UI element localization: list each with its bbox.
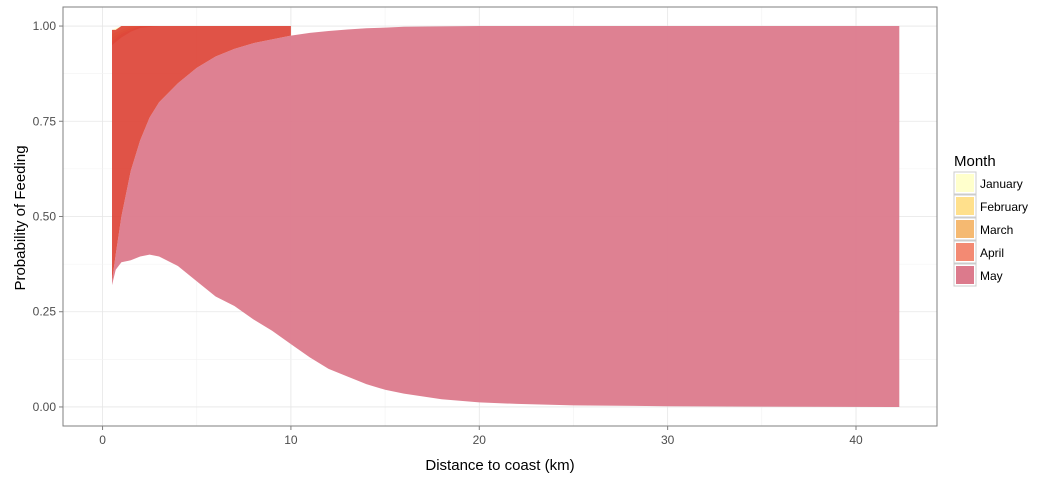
legend-swatch-january	[956, 174, 974, 192]
y-axis-ticks: 0.00 0.25 0.50 0.75 1.00	[33, 19, 63, 414]
legend-label-may: May	[980, 269, 1003, 283]
y-tick-label: 0.00	[33, 400, 57, 414]
x-axis-title: Distance to coast (km)	[425, 457, 574, 474]
y-tick-label: 0.75	[33, 114, 57, 128]
legend-title: Month	[954, 153, 996, 170]
x-tick-label: 40	[849, 433, 863, 447]
y-tick-label: 1.00	[33, 19, 57, 33]
x-tick-label: 10	[284, 433, 298, 447]
y-axis-title: Probability of Feeding	[12, 145, 29, 290]
legend-label-march: March	[980, 223, 1013, 237]
x-tick-label: 0	[99, 433, 106, 447]
x-tick-label: 30	[661, 433, 675, 447]
legend: Month January February March April May	[953, 153, 1028, 287]
legend-swatch-april	[956, 243, 974, 261]
y-tick-label: 0.50	[33, 210, 57, 224]
legend-swatch-march	[956, 220, 974, 238]
y-tick-label: 0.25	[33, 305, 57, 319]
area-may	[112, 26, 900, 407]
legend-label-january: January	[980, 177, 1023, 191]
x-axis-ticks: 0 10 20 30 40	[99, 426, 863, 447]
x-tick-label: 20	[473, 433, 487, 447]
legend-swatch-may	[956, 266, 974, 284]
legend-label-february: February	[980, 200, 1028, 214]
area-overlay-red	[112, 26, 291, 282]
series-areas	[112, 26, 913, 407]
legend-label-april: April	[980, 246, 1004, 260]
legend-swatch-february	[956, 197, 974, 215]
